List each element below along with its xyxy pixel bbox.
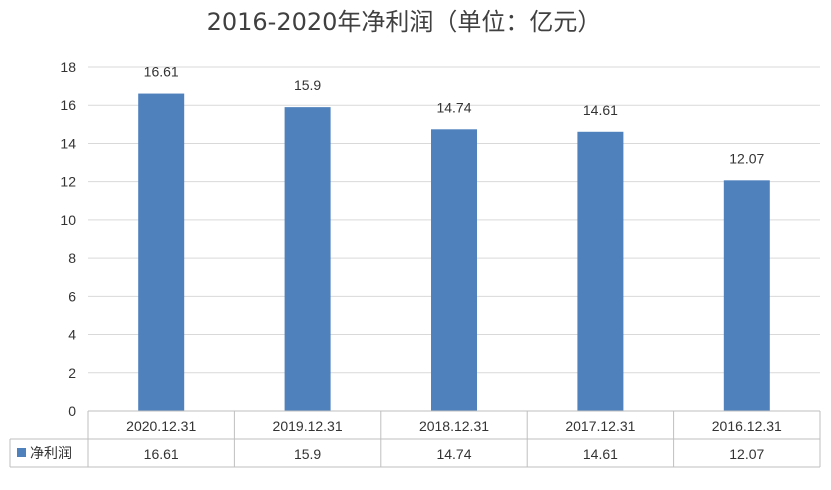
x-category-label: 2018.12.31 bbox=[419, 418, 489, 434]
data-label: 14.61 bbox=[583, 102, 618, 118]
data-label: 12.07 bbox=[729, 150, 764, 166]
y-tick-label: 8 bbox=[68, 250, 76, 266]
bar bbox=[577, 131, 624, 411]
table-value-cell: 14.61 bbox=[583, 446, 618, 462]
table-value-cell: 16.61 bbox=[144, 446, 179, 462]
table-value-cell: 15.9 bbox=[294, 446, 321, 462]
x-category-label: 2017.12.31 bbox=[565, 418, 635, 434]
bar bbox=[138, 93, 185, 411]
data-label: 16.61 bbox=[144, 64, 179, 80]
bar bbox=[431, 129, 477, 411]
legend-swatch bbox=[17, 448, 26, 457]
x-category-label: 2019.12.31 bbox=[273, 418, 343, 434]
y-tick-label: 16 bbox=[60, 97, 76, 113]
y-tick-label: 14 bbox=[60, 135, 76, 151]
x-category-label: 2016.12.31 bbox=[712, 418, 782, 434]
y-tick-label: 10 bbox=[60, 212, 76, 228]
bar bbox=[723, 180, 770, 411]
y-tick-label: 18 bbox=[60, 59, 76, 75]
bar bbox=[284, 107, 331, 411]
y-tick-label: 12 bbox=[60, 174, 76, 190]
data-table: 2020.12.31 2019.12.31 2018.12.31 2017.12.31… bbox=[9, 410, 821, 468]
y-axis: 0 2 4 6 8 10 12 14 16 18 bbox=[60, 59, 76, 419]
y-tick-label: 6 bbox=[68, 288, 76, 304]
legend-series-name: 净利润 bbox=[30, 446, 72, 462]
y-tick-label: 2 bbox=[68, 365, 76, 381]
y-tick-label: 0 bbox=[68, 403, 76, 419]
bars bbox=[138, 93, 770, 411]
data-label: 15.9 bbox=[294, 77, 321, 93]
y-tick-label: 4 bbox=[68, 327, 76, 343]
chart-title: 2016-2020年净利润（单位：亿元） bbox=[207, 8, 602, 36]
table-value-cell: 12.07 bbox=[729, 446, 764, 462]
x-category-label: 2020.12.31 bbox=[126, 418, 196, 434]
data-label: 14.74 bbox=[436, 99, 471, 115]
table-value-cell: 14.74 bbox=[436, 446, 471, 462]
data-labels: 16.61 15.9 14.74 14.61 12.07 bbox=[144, 64, 765, 167]
